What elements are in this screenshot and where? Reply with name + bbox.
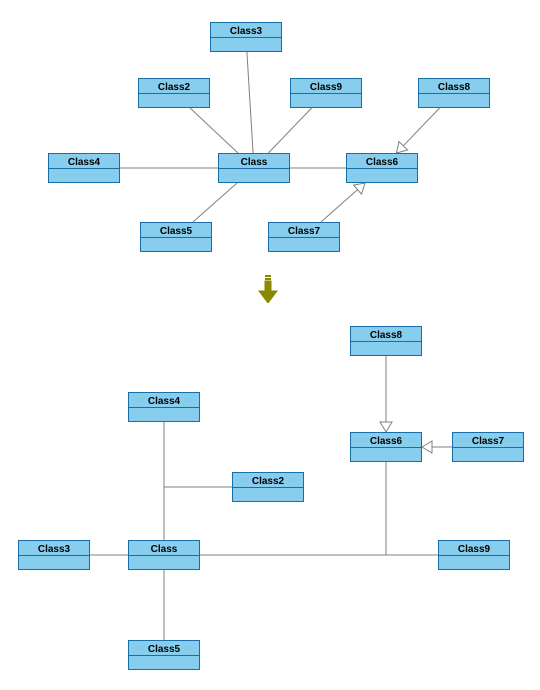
- class-node-class6[interactable]: Class6: [350, 432, 422, 462]
- class-node-class3[interactable]: Class3: [18, 540, 90, 570]
- class-node-label: Class4: [49, 154, 119, 169]
- class-node-class2[interactable]: Class2: [232, 472, 304, 502]
- class-node-label: Class5: [129, 641, 199, 656]
- diagram-canvas: Class Class2 Class3 Class4 Class5 Class6 Class…: [0, 0, 540, 690]
- class-node-class4[interactable]: Class4: [128, 392, 200, 422]
- class-node-label: Class9: [291, 79, 361, 94]
- class-node-class7[interactable]: Class7: [268, 222, 340, 252]
- class-node-label: Class4: [129, 393, 199, 408]
- class-node-label: Class: [219, 154, 289, 169]
- class-node-label: Class2: [233, 473, 303, 488]
- class-node-class8[interactable]: Class8: [418, 78, 490, 108]
- class-node-class[interactable]: Class: [218, 153, 290, 183]
- class-node-label: Class5: [141, 223, 211, 238]
- class-node-label: Class6: [347, 154, 417, 169]
- class-node-class3[interactable]: Class3: [210, 22, 282, 52]
- class-node-class5[interactable]: Class5: [128, 640, 200, 670]
- class-node-class[interactable]: Class: [128, 540, 200, 570]
- class-node-label: Class8: [419, 79, 489, 94]
- class-node-class9[interactable]: Class9: [438, 540, 510, 570]
- class-node-label: Class9: [439, 541, 509, 556]
- class-node-label: Class2: [139, 79, 209, 94]
- class-node-class5[interactable]: Class5: [140, 222, 212, 252]
- class-node-label: Class7: [453, 433, 523, 448]
- class-node-label: Class3: [19, 541, 89, 556]
- class-node-label: Class8: [351, 327, 421, 342]
- class-node-label: Class: [129, 541, 199, 556]
- class-node-label: Class6: [351, 433, 421, 448]
- separator-arrow-icon: [257, 275, 279, 308]
- class-node-class9[interactable]: Class9: [290, 78, 362, 108]
- class-node-class6[interactable]: Class6: [346, 153, 418, 183]
- class-node-label: Class7: [269, 223, 339, 238]
- class-node-label: Class3: [211, 23, 281, 38]
- class-node-class7[interactable]: Class7: [452, 432, 524, 462]
- class-node-class2[interactable]: Class2: [138, 78, 210, 108]
- class-node-class8[interactable]: Class8: [350, 326, 422, 356]
- class-node-class4[interactable]: Class4: [48, 153, 120, 183]
